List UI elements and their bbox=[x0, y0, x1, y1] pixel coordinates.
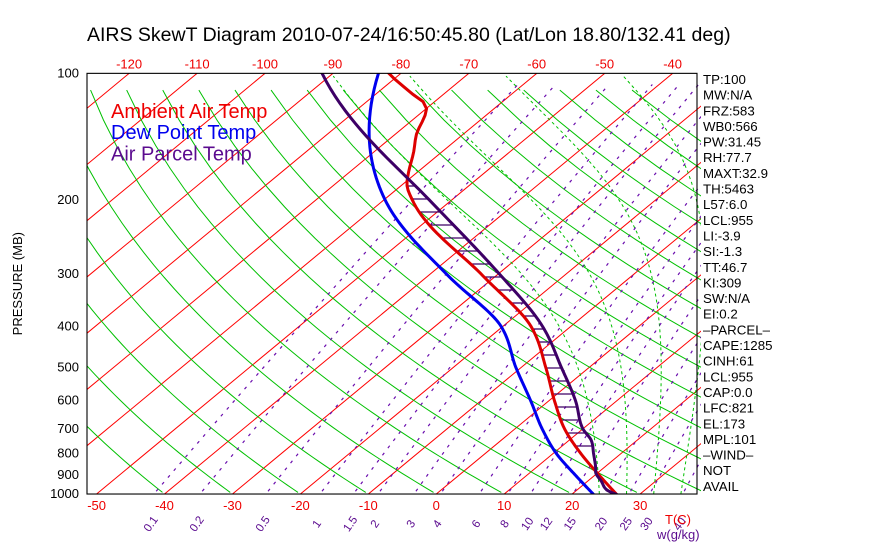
svg-text:PW:31.45: PW:31.45 bbox=[703, 135, 761, 150]
svg-text:LCL:955: LCL:955 bbox=[703, 369, 753, 384]
svg-text:MAXT:32.9: MAXT:32.9 bbox=[703, 166, 768, 181]
svg-text:CAP:0.0: CAP:0.0 bbox=[703, 385, 753, 400]
svg-text:-10: -10 bbox=[359, 498, 378, 513]
svg-text:0: 0 bbox=[433, 498, 440, 513]
svg-text:-20: -20 bbox=[291, 498, 310, 513]
svg-text:-50: -50 bbox=[87, 498, 106, 513]
svg-text:RH:77.7: RH:77.7 bbox=[703, 150, 752, 165]
svg-text:-30: -30 bbox=[223, 498, 242, 513]
svg-text:L57:6.0: L57:6.0 bbox=[703, 197, 747, 212]
svg-text:-70: -70 bbox=[459, 56, 478, 71]
svg-text:-80: -80 bbox=[392, 56, 411, 71]
svg-text:LFC:821: LFC:821 bbox=[703, 401, 754, 416]
svg-text:100: 100 bbox=[57, 65, 79, 80]
svg-text:-40: -40 bbox=[663, 56, 682, 71]
svg-text:500: 500 bbox=[57, 359, 79, 374]
svg-text:w(g/kg): w(g/kg) bbox=[656, 527, 700, 542]
svg-text:WB0:566: WB0:566 bbox=[703, 119, 758, 134]
svg-text:-40: -40 bbox=[155, 498, 174, 513]
svg-text:800: 800 bbox=[57, 445, 79, 460]
svg-text:TT:46.7: TT:46.7 bbox=[703, 260, 747, 275]
svg-text:KI:309: KI:309 bbox=[703, 275, 741, 290]
svg-text:600: 600 bbox=[57, 393, 79, 408]
svg-text:-50: -50 bbox=[595, 56, 614, 71]
svg-text:30: 30 bbox=[633, 498, 647, 513]
svg-text:Dew Point Temp: Dew Point Temp bbox=[111, 122, 256, 144]
svg-text:CINH:61: CINH:61 bbox=[703, 354, 754, 369]
svg-text:–PARCEL–: –PARCEL– bbox=[703, 322, 771, 337]
svg-text:EL:173: EL:173 bbox=[703, 416, 745, 431]
svg-text:TH:5463: TH:5463 bbox=[703, 182, 754, 197]
svg-text:–WIND–: –WIND– bbox=[703, 448, 754, 463]
svg-text:Ambient Air Temp: Ambient Air Temp bbox=[111, 101, 267, 123]
svg-text:MW:N/A: MW:N/A bbox=[703, 88, 752, 103]
svg-text:20: 20 bbox=[565, 498, 579, 513]
svg-text:SI:-1.3: SI:-1.3 bbox=[703, 244, 742, 259]
svg-text:900: 900 bbox=[57, 467, 79, 482]
svg-text:FRZ:583: FRZ:583 bbox=[703, 103, 755, 118]
svg-text:EI:0.2: EI:0.2 bbox=[703, 307, 738, 322]
svg-text:MPL:101: MPL:101 bbox=[703, 432, 756, 447]
svg-text:200: 200 bbox=[57, 192, 79, 207]
svg-text:10: 10 bbox=[497, 498, 511, 513]
svg-text:-90: -90 bbox=[324, 56, 343, 71]
svg-text:-110: -110 bbox=[185, 56, 210, 71]
svg-text:Air Parcel Temp: Air Parcel Temp bbox=[111, 144, 252, 166]
svg-text:300: 300 bbox=[57, 266, 79, 281]
svg-text:400: 400 bbox=[57, 319, 79, 334]
svg-text:T(C): T(C) bbox=[665, 512, 691, 527]
svg-text:AVAIL: AVAIL bbox=[703, 479, 739, 494]
svg-text:1000: 1000 bbox=[50, 486, 79, 501]
svg-text:TP:100: TP:100 bbox=[703, 72, 746, 87]
svg-text:NOT: NOT bbox=[703, 463, 731, 478]
svg-text:PRESSURE (MB): PRESSURE (MB) bbox=[10, 232, 25, 335]
svg-text:-60: -60 bbox=[527, 56, 546, 71]
svg-text:CAPE:1285: CAPE:1285 bbox=[703, 338, 772, 353]
svg-text:700: 700 bbox=[57, 421, 79, 436]
svg-text:SW:N/A: SW:N/A bbox=[703, 291, 750, 306]
svg-text:LCL:955: LCL:955 bbox=[703, 213, 753, 228]
svg-text:AIRS SkewT Diagram 2010-07-24/: AIRS SkewT Diagram 2010-07-24/16:50:45.8… bbox=[87, 24, 731, 46]
svg-text:-100: -100 bbox=[252, 56, 278, 71]
svg-text:-120: -120 bbox=[116, 56, 142, 71]
svg-text:LI:-3.9: LI:-3.9 bbox=[703, 229, 741, 244]
